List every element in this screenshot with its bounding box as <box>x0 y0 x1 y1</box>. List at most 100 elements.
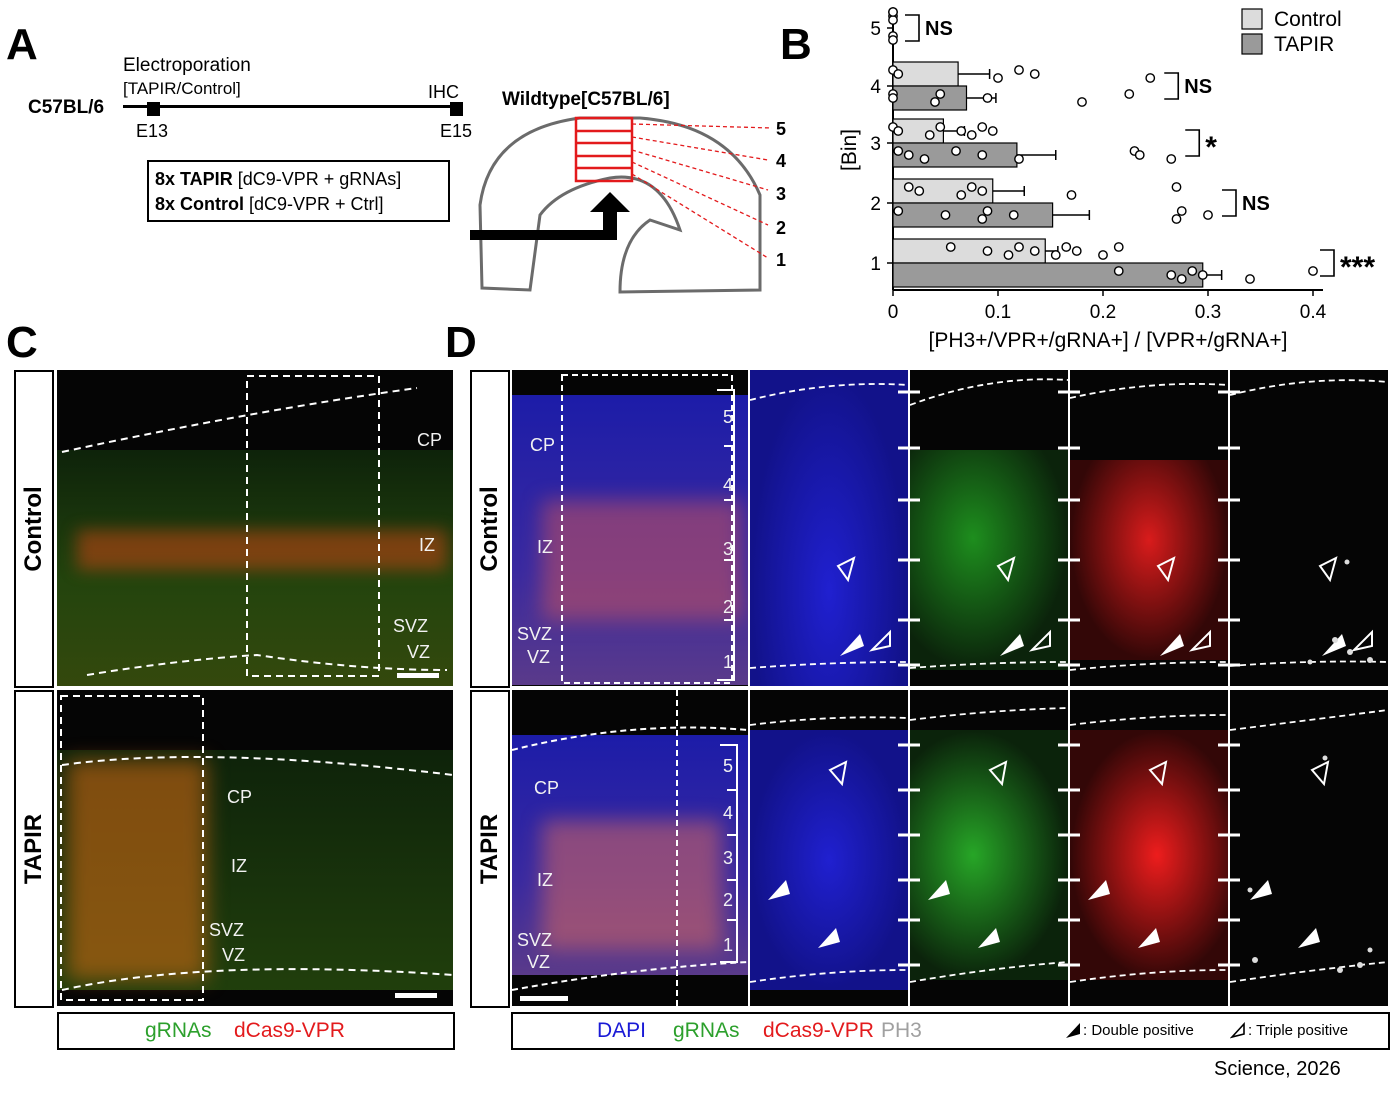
d-control-vz: VZ <box>527 647 551 667</box>
green-signal <box>910 450 1068 670</box>
d-tapir-merge-overlay <box>512 690 748 1006</box>
legend-swatch-tapir <box>1241 33 1263 55</box>
d-tapir-bin-4: 4 <box>723 803 734 823</box>
c-control-image: CP IZ SVZ VZ <box>57 370 453 686</box>
bin-label-2: 2 <box>776 218 787 238</box>
data-point <box>1187 266 1198 276</box>
dapi-signal <box>750 730 908 990</box>
significance-label: * <box>1205 131 1217 164</box>
data-point <box>966 130 977 140</box>
x-tick-label: 0.3 <box>1195 302 1221 323</box>
x-axis-label: [PH3+/VPR+/gRNA+] / [VPR+/gRNA+] <box>929 329 1288 352</box>
y-tick-label: 2 <box>870 194 881 215</box>
data-point <box>977 186 988 196</box>
d-control-dcas9 <box>1070 370 1228 686</box>
significance-label: NS <box>925 18 953 40</box>
wildtype-label: Wildtype[C57BL/6] <box>502 89 670 110</box>
data-point <box>1071 246 1082 256</box>
legend-label-control: Control <box>1274 8 1342 31</box>
data-point <box>1029 246 1040 256</box>
timeline-line <box>123 105 463 108</box>
red-signal <box>1070 460 1228 660</box>
d-row-label-control: Control <box>470 370 510 688</box>
y-tick-label: 4 <box>870 77 881 98</box>
data-point <box>940 210 951 220</box>
data-point <box>1113 242 1124 252</box>
tapir-construct: 8x TAPIR [dC9-VPR + gRNAs] <box>155 169 402 189</box>
dapi-fill <box>512 395 748 685</box>
data-point <box>956 190 967 200</box>
significance-label: NS <box>1242 193 1270 215</box>
y-tick-label: 3 <box>870 134 881 155</box>
data-point <box>977 122 988 132</box>
bin-label-4: 4 <box>776 151 787 171</box>
bin-label-1: 1 <box>776 250 787 270</box>
panel-a-label: A <box>6 20 38 69</box>
x-tick-label: 0.2 <box>1090 302 1116 323</box>
panel-d-label: D <box>445 318 477 367</box>
e15-marker <box>450 102 463 116</box>
d-control-bin-5: 5 <box>723 407 734 427</box>
c-legend-dcas9: dCas9-VPR <box>234 1019 345 1042</box>
data-point <box>1050 250 1061 260</box>
bar-tapir <box>892 262 1204 288</box>
bar-tapir <box>892 202 1054 228</box>
triple-positive-label: : Triple positive <box>1248 1022 1349 1039</box>
c-tapir-iz: IZ <box>231 856 247 876</box>
c-legend: gRNAs dCas9-VPR <box>57 1012 455 1050</box>
data-point <box>977 214 988 224</box>
d-control-bin-1: 1 <box>723 652 734 672</box>
data-point <box>951 146 961 156</box>
data-point <box>1203 210 1213 220</box>
data-point <box>1145 73 1156 83</box>
x-tick-label: 0 <box>888 302 899 323</box>
brain-diagram <box>470 116 773 294</box>
d-bin-ticks <box>898 390 1240 967</box>
data-point <box>903 150 914 160</box>
data-point <box>1061 242 1072 252</box>
data-point <box>1014 154 1024 164</box>
c-control-iz: IZ <box>419 535 435 555</box>
merge-signal <box>542 820 722 950</box>
significance-bracket <box>1185 129 1201 157</box>
y-tick-label: 1 <box>870 254 881 275</box>
data-point <box>1176 206 1187 216</box>
data-point <box>987 126 998 136</box>
legend-swatch-control <box>1241 8 1263 30</box>
d-tapir-bin-1: 1 <box>723 935 734 955</box>
d-tapir-cp: CP <box>534 778 560 798</box>
bin-leaders <box>631 123 773 259</box>
d-control-iz: IZ <box>537 537 553 557</box>
data-point <box>1029 69 1040 79</box>
citation: Science, 2026 <box>1214 1058 1341 1080</box>
d-control-dapi <box>750 370 908 686</box>
data-point <box>888 15 898 25</box>
c-control-cp: CP <box>417 430 443 450</box>
data-point <box>930 97 940 107</box>
data-point <box>935 122 946 132</box>
d-control-merge-overlay <box>561 374 735 684</box>
c-tapir-svz: SVZ <box>209 920 245 940</box>
c-tapir-vz: VZ <box>222 945 246 965</box>
d-tapir-bin-5: 5 <box>723 756 734 776</box>
d-control-bin-3: 3 <box>723 539 734 559</box>
triple-positive-icon <box>1230 1022 1245 1039</box>
double-positive-icon <box>1066 1023 1080 1038</box>
significance-label: *** <box>1340 251 1375 284</box>
c-control-svz: SVZ <box>393 616 429 636</box>
bin-label-3: 3 <box>776 184 787 204</box>
data-point <box>1113 266 1124 276</box>
data-point <box>993 73 1003 83</box>
y-tick-label: 5 <box>870 19 881 40</box>
d-tapir-svz: SVZ <box>517 930 553 950</box>
e15-label: E15 <box>440 121 473 141</box>
data-point <box>888 93 898 103</box>
data-point <box>893 206 904 216</box>
bar-control <box>892 238 1046 264</box>
d-tapir-grnas <box>910 690 1068 1006</box>
d-control-cp: CP <box>530 435 556 455</box>
merge-signal <box>542 500 742 620</box>
ihc-label: IHC <box>428 82 459 102</box>
data-point <box>1308 266 1318 276</box>
data-point <box>903 182 914 192</box>
